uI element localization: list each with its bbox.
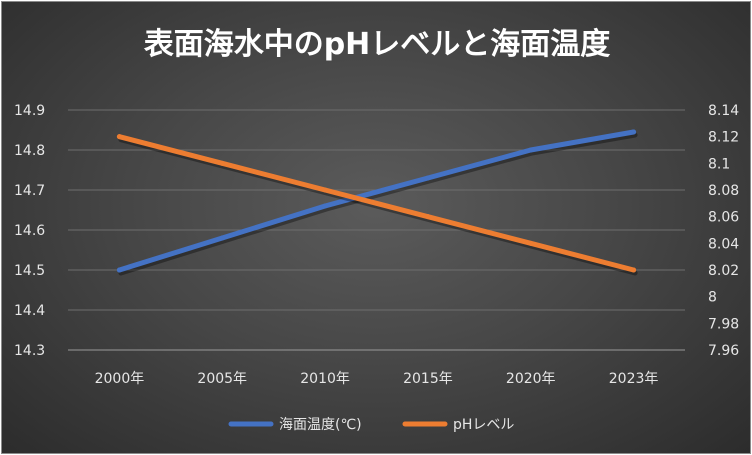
right-axis-tick-label: 8.06 — [708, 210, 739, 226]
right-axis-tick-label: 8.12 — [708, 130, 739, 146]
chart-title: 表面海水中のpHレベルと海面温度 — [144, 27, 611, 62]
data-point — [322, 203, 328, 209]
x-axis-tick-label: 2023年 — [609, 371, 659, 387]
data-point — [528, 240, 534, 246]
data-point — [631, 129, 637, 135]
x-axis-tick-label: 2010年 — [300, 371, 350, 387]
right-axis-tick-label: 8.1 — [708, 156, 730, 172]
left-axis-tick-label: 14.6 — [14, 223, 45, 239]
series-line-shadow — [118, 132, 638, 276]
right-axis-tick-label: 8.04 — [708, 236, 739, 252]
series-lines — [116, 129, 638, 276]
left-axis-tick-label: 14.8 — [14, 143, 45, 159]
legend: 海面温度(℃) pHレベル — [228, 417, 514, 433]
right-axis-tick-label: 8 — [708, 290, 717, 306]
right-axis-tick-label: 8.02 — [708, 263, 739, 279]
series-line-1 — [116, 129, 637, 273]
series-line-2 — [116, 134, 637, 273]
data-point — [425, 175, 431, 181]
right-axis-tick-label: 8.14 — [708, 103, 739, 119]
right-axis-tick-label: 8.08 — [708, 183, 739, 199]
x-axis-tick-label: 2020年 — [506, 371, 556, 387]
left-axis-ticks: 14.3 14.4 14.5 14.6 14.7 14.8 14.9 — [14, 103, 45, 359]
series-line-shadow — [118, 137, 638, 276]
x-axis-tick-label: 2005年 — [197, 371, 247, 387]
data-point — [219, 235, 225, 241]
data-point — [322, 187, 328, 193]
x-axis-tick-label: 2015年 — [403, 371, 453, 387]
left-axis-tick-label: 14.3 — [14, 343, 45, 359]
x-axis-ticks: 2000年 2005年 2010年 2015年 2020年 2023年 — [95, 371, 659, 387]
data-point — [425, 214, 431, 220]
data-point — [116, 267, 122, 273]
right-axis-ticks: 7.96 7.98 8 8.02 8.04 8.06 8.08 8.1 8.12 8.14 — [708, 103, 739, 359]
data-point — [116, 134, 122, 140]
left-axis-tick-label: 14.5 — [14, 263, 45, 279]
data-point — [528, 147, 534, 153]
right-axis-tick-label: 7.96 — [708, 343, 739, 359]
x-axis-tick-label: 2000年 — [95, 371, 145, 387]
data-point — [631, 267, 637, 273]
legend-label: pHレベル — [453, 417, 514, 433]
left-axis-tick-label: 14.4 — [14, 303, 45, 319]
data-point — [219, 160, 225, 166]
left-axis-tick-label: 14.9 — [14, 103, 45, 119]
right-axis-tick-label: 7.98 — [708, 316, 739, 332]
left-axis-tick-label: 14.7 — [14, 183, 45, 199]
legend-label: 海面温度(℃) — [279, 417, 362, 433]
